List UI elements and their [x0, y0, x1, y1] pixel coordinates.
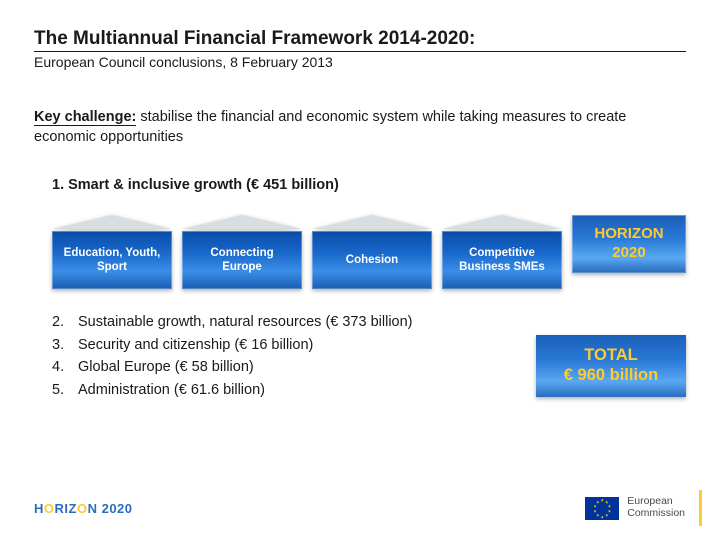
- total-line2: € 960 billion: [564, 366, 658, 386]
- horizon-2020-box: HORIZON 2020: [572, 215, 686, 289]
- footer: HORIZON 2020 ★ ★ ★ ★ ★ ★ ★ ★ ★ ★ Europea…: [34, 490, 702, 526]
- list-text: Global Europe (€ 58 billion): [78, 356, 254, 378]
- list-number: 4.: [52, 356, 78, 378]
- logo-char: N 2020: [88, 501, 133, 516]
- ec-logo: ★ ★ ★ ★ ★ ★ ★ ★ ★ ★ European Commission: [585, 490, 702, 526]
- logo-char: O: [77, 501, 88, 516]
- list-item: 5. Administration (€ 61.6 billion): [52, 379, 413, 401]
- total-line1: TOTAL: [584, 346, 637, 366]
- ec-line2: Commission: [627, 508, 685, 520]
- logo-char: H: [34, 501, 44, 516]
- total-box: TOTAL € 960 billion: [536, 335, 686, 397]
- horizon-line2: 2020: [594, 244, 663, 263]
- list-number: 3.: [52, 334, 78, 356]
- pillar-box-connecting: Connecting Europe: [182, 215, 302, 289]
- pillar-box-education: Education, Youth, Sport: [52, 215, 172, 289]
- horizon-line1: HORIZON: [594, 225, 663, 244]
- list-item: 2. Sustainable growth, natural resources…: [52, 311, 413, 333]
- list-item: 3. Security and citizenship (€ 16 billio…: [52, 334, 413, 356]
- logo-char: O: [44, 501, 55, 516]
- roof-icon: [312, 215, 432, 229]
- pillar-boxes-row: Education, Youth, Sport Connecting Europ…: [52, 215, 686, 289]
- eu-flag-icon: ★ ★ ★ ★ ★ ★ ★ ★ ★ ★: [585, 497, 619, 520]
- list-number: 2.: [52, 311, 78, 333]
- key-challenge-label: Key challenge:: [34, 109, 136, 126]
- roof-icon: [442, 215, 562, 229]
- pillar-box-cohesion: Cohesion: [312, 215, 432, 289]
- pillar-label: Education, Youth, Sport: [52, 231, 172, 289]
- pillar-label: Connecting Europe: [182, 231, 302, 289]
- horizon-label: HORIZON 2020: [572, 215, 686, 273]
- logo-char: RIZ: [55, 501, 77, 516]
- heading-smart-growth: 1. Smart & inclusive growth (€ 451 billi…: [52, 177, 686, 193]
- key-challenge: Key challenge: stabilise the financial a…: [34, 108, 686, 147]
- list-text: Administration (€ 61.6 billion): [78, 379, 265, 401]
- page-title: The Multiannual Financial Framework 2014…: [34, 28, 686, 52]
- list-text: Sustainable growth, natural resources (€…: [78, 311, 413, 333]
- list-number: 5.: [52, 379, 78, 401]
- roof-icon: [182, 215, 302, 229]
- page-subtitle: European Council conclusions, 8 February…: [34, 54, 686, 70]
- pillar-label: Competitive Business SMEs: [442, 231, 562, 289]
- budget-list: 2. Sustainable growth, natural resources…: [52, 311, 413, 401]
- horizon-2020-logo: HORIZON 2020: [34, 501, 133, 516]
- list-item: 4. Global Europe (€ 58 billion): [52, 356, 413, 378]
- list-text: Security and citizenship (€ 16 billion): [78, 334, 313, 356]
- pillar-label: Cohesion: [312, 231, 432, 289]
- roof-icon: [52, 215, 172, 229]
- budget-list-area: 2. Sustainable growth, natural resources…: [52, 311, 686, 401]
- footer-vbar: [699, 490, 702, 526]
- pillar-box-competitive: Competitive Business SMEs: [442, 215, 562, 289]
- ec-text: European Commission: [627, 496, 685, 519]
